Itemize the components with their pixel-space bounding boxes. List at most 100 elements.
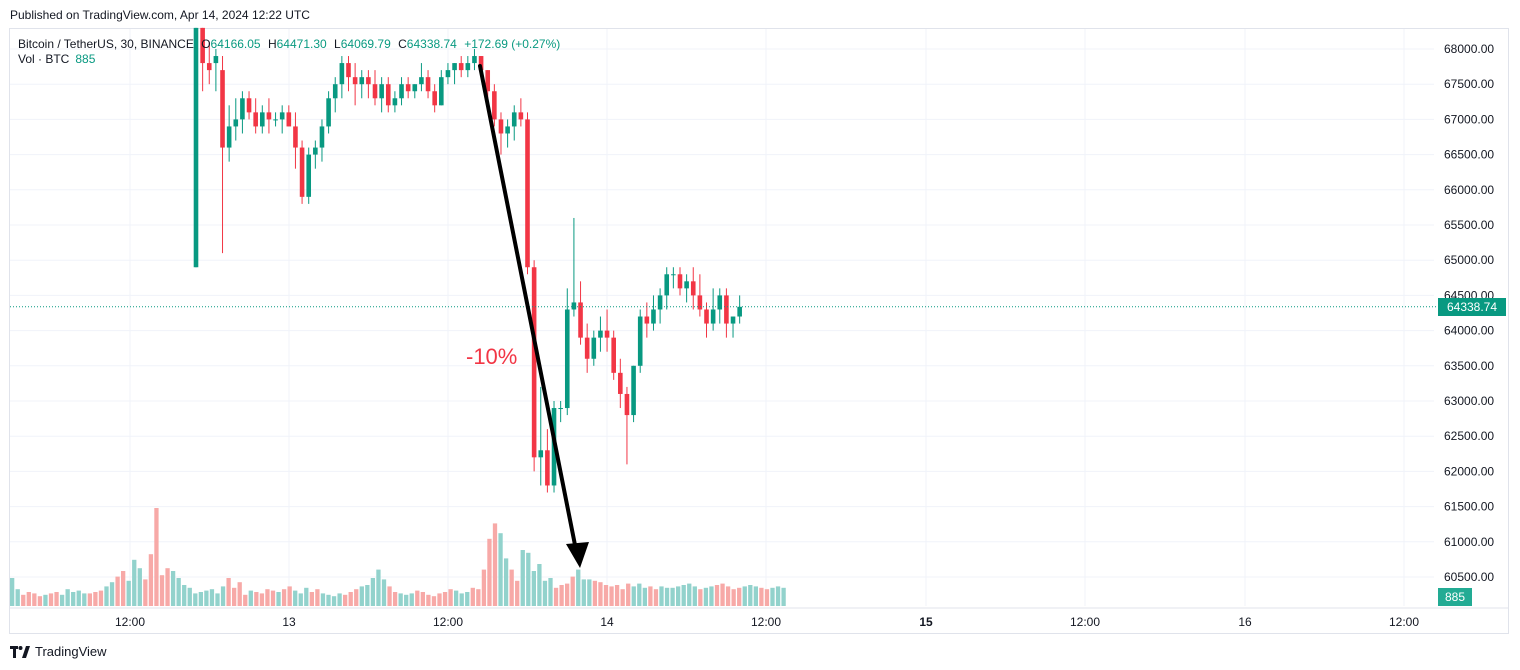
volume-bar [659,586,664,606]
x-tick-label: 12:00 [433,615,463,629]
volume-bar [481,569,487,606]
chart-frame[interactable] [9,28,1509,634]
volume-bar [198,592,203,606]
tradingview-logo-icon [10,645,30,658]
volume-bar [65,589,70,606]
volume-bar [614,585,620,606]
volume-bar [392,592,398,606]
volume-bar [10,578,15,606]
volume-bar [509,569,514,606]
candle-body [379,84,384,99]
volume-bar [448,589,453,606]
volume-bar [126,580,131,606]
volume-bar [431,596,437,606]
volume-bar [226,578,231,606]
volume-bar [365,585,370,606]
symbol-name[interactable]: Bitcoin / TetherUS, 30, BINANCE [18,37,194,51]
symbol-legend: Bitcoin / TetherUS, 30, BINANCE O64166.0… [18,36,560,52]
candle-body [452,63,457,71]
candle-body [558,408,563,410]
volume-bar [309,592,314,606]
volume-bar [637,583,642,606]
candle-body [286,112,292,127]
volume-bar [204,590,209,606]
volume-bar [470,587,475,606]
volume-bar [775,586,781,606]
open-value: 64166.05 [210,37,261,51]
volume-bar [143,579,148,606]
drop-arrow-head-icon [566,542,589,568]
close-value: 64338.74 [406,37,457,51]
candle-body [604,330,610,338]
candle-body [339,63,345,85]
candle-body [465,63,471,71]
volume-bar [71,592,76,606]
volume-bar [764,589,770,606]
candle-body [697,295,703,310]
candle-body [498,119,504,134]
volume-bar [237,582,242,606]
volume-bar [121,571,126,606]
candle-body [631,365,636,416]
volume-bar [370,578,376,606]
candle-body [299,147,305,197]
volume-bar [531,571,536,606]
volume-bar [542,580,548,606]
candle-body [200,27,205,64]
volume-bar [603,585,609,606]
volume-bar [592,580,598,606]
candle-body [193,27,199,268]
volume-bar [137,568,142,606]
y-tick-label: 63500.00 [1444,359,1494,373]
volume-bar [753,586,758,606]
candle-body [591,337,597,359]
volume-bar [714,585,720,606]
volume-bar [276,592,281,606]
candle-body [511,112,517,127]
volume-bar [170,571,176,606]
candle-body [412,84,418,92]
candle-body [419,77,424,85]
candle-body [213,56,219,64]
drop-annotation[interactable]: -10% [466,344,518,369]
volume-bar [209,589,215,606]
candle-body [306,154,312,197]
tradingview-brand[interactable]: TradingView [10,644,107,659]
candle-body [704,309,709,324]
candle-body [664,274,670,296]
volume-bar [270,590,276,606]
y-tick-label: 61500.00 [1444,500,1494,514]
candle-body [472,56,477,64]
volume-bar [293,590,298,606]
volume-bar [109,582,115,606]
volume-value: 885 [75,52,96,66]
volume-bar [576,569,581,606]
volume-bar [420,592,425,606]
y-tick-label: 66000.00 [1444,183,1494,197]
volume-bar [703,587,709,606]
volume-bar [104,586,109,606]
candle-body [518,112,524,120]
candle-body [611,337,616,373]
volume-bar [692,586,697,606]
tradingview-label: TradingView [35,644,107,659]
volume-bar [32,593,37,606]
x-tick-label: 13 [282,615,296,629]
volume-bar [570,576,575,606]
volume-bar [48,593,54,606]
low-label: L [334,37,341,51]
open-label: O [201,37,211,51]
volume-label[interactable]: Vol · BTC [18,52,70,66]
candle-body [657,295,663,310]
volume-bar [232,587,237,606]
y-tick-label: 67500.00 [1444,77,1494,91]
volume-bar [537,564,542,606]
candle-body [220,70,225,148]
volume-bar [720,583,725,606]
volume-bar [315,589,320,606]
y-tick-label: 62000.00 [1444,464,1494,478]
candle-body [618,372,623,394]
volume-bar [259,593,265,606]
candle-body [584,337,590,359]
